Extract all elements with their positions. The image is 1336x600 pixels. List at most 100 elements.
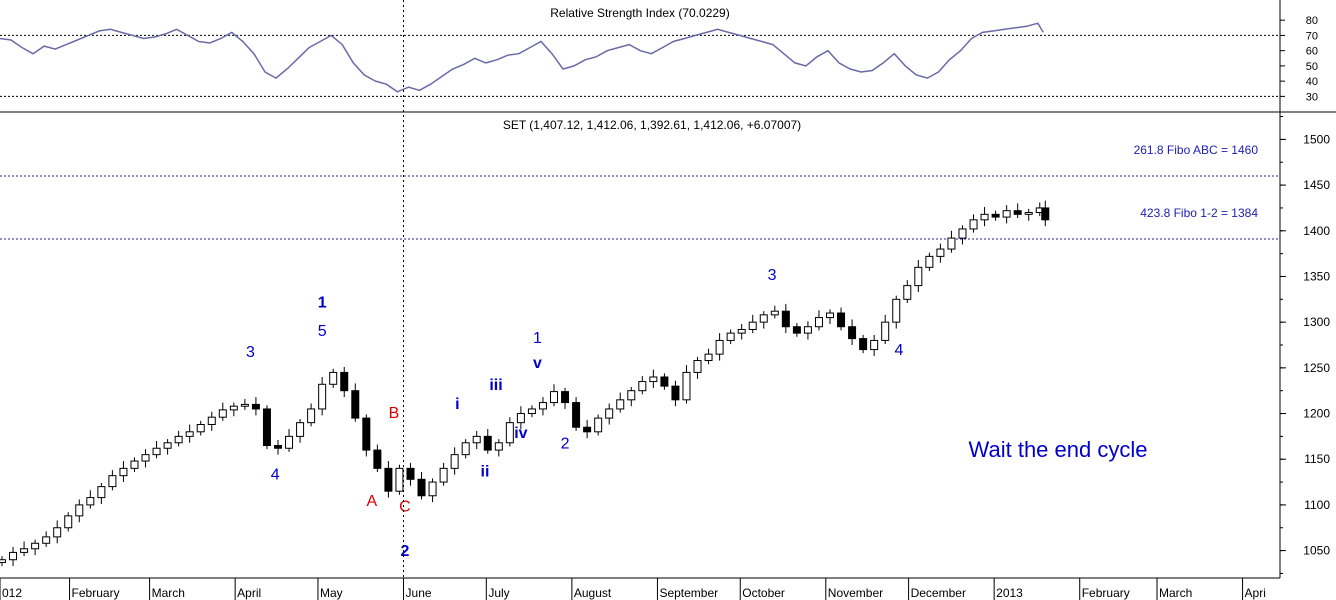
candle-body — [428, 481, 437, 497]
candle-body — [693, 360, 702, 373]
rsi-panel: Relative Strength Index (70.0229) 80 70 60… — [0, 6, 1318, 103]
candle — [572, 397, 581, 431]
candle — [351, 383, 360, 422]
candle — [594, 414, 603, 436]
rsi-axis-ticks: 80 70 60 50 40 30 — [1280, 15, 1318, 103]
candle-body — [53, 527, 62, 538]
candle — [605, 403, 614, 425]
candle-body — [439, 467, 448, 483]
candle — [384, 461, 393, 498]
candle — [936, 243, 945, 263]
candle — [726, 329, 735, 345]
candle-body — [538, 402, 547, 410]
candle — [395, 464, 404, 495]
candle — [892, 295, 901, 329]
candle-body — [870, 339, 879, 351]
candle — [240, 398, 249, 410]
candle-body — [362, 417, 371, 451]
candle — [682, 365, 691, 404]
candle-body — [649, 376, 658, 383]
candle-body — [737, 328, 746, 334]
wave-label: 2 — [561, 435, 570, 452]
candle-body — [318, 383, 327, 410]
candle-body — [119, 467, 128, 477]
price-tick-label: 1500 — [1303, 132, 1330, 146]
candle — [837, 307, 846, 331]
candle-body — [660, 376, 669, 387]
candle — [185, 424, 194, 443]
candle-body — [1002, 210, 1011, 218]
candle-body — [185, 431, 194, 437]
candle — [362, 414, 371, 457]
wave-label: A — [367, 493, 378, 510]
candle-body — [914, 266, 923, 287]
wave-label: iv — [514, 425, 527, 442]
candle — [550, 384, 558, 407]
candle — [1002, 205, 1011, 224]
wave-label: 3 — [246, 344, 255, 361]
rsi-reference-lines — [0, 34, 1280, 97]
price-tick-label: 1300 — [1303, 315, 1330, 329]
candle-body — [218, 409, 227, 418]
candle — [428, 478, 437, 503]
month-label: June — [406, 586, 432, 600]
candle — [792, 323, 801, 337]
candle — [461, 439, 470, 459]
candle — [638, 376, 647, 395]
candle — [693, 356, 702, 379]
candle — [947, 230, 956, 253]
candle-body — [759, 314, 768, 323]
rsi-tick-label: 70 — [1306, 30, 1318, 42]
rsi-tick-label: 80 — [1306, 15, 1318, 27]
candle — [1013, 203, 1022, 218]
candle — [417, 472, 426, 500]
candle-body — [472, 435, 481, 444]
month-label: September — [659, 586, 718, 600]
candle-body — [229, 405, 238, 411]
month-label: May — [320, 586, 343, 600]
candle — [86, 490, 95, 509]
candle-body — [75, 504, 84, 517]
candle — [505, 417, 514, 447]
price-tick-label: 1100 — [1304, 498, 1330, 512]
candle-body — [505, 422, 514, 444]
candle — [903, 280, 912, 303]
candle-body — [450, 454, 459, 469]
month-label: November — [828, 586, 883, 600]
price-title: SET (1,407.12, 1,412.06, 1,392.61, 1,412… — [503, 118, 801, 132]
month-label: 2013 — [996, 586, 1023, 600]
candle-body — [417, 478, 426, 497]
candle — [1041, 200, 1050, 227]
candle-body — [373, 449, 382, 469]
candle-body — [616, 399, 625, 410]
candle-body — [704, 353, 713, 362]
candle — [196, 420, 205, 436]
candle — [848, 319, 857, 345]
candle — [958, 225, 967, 245]
candle-body — [792, 326, 801, 334]
price-tick-label: 1350 — [1303, 269, 1330, 283]
candle — [881, 314, 890, 345]
candle-body — [1024, 212, 1033, 215]
price-tick-label: 1050 — [1303, 544, 1330, 558]
candle-body — [572, 402, 581, 428]
candle — [450, 447, 459, 475]
candle — [583, 419, 592, 439]
candle — [914, 260, 923, 293]
candle-body — [285, 435, 294, 449]
candle — [870, 334, 879, 356]
candle-body — [550, 391, 558, 404]
candle-body — [340, 371, 349, 392]
candle — [9, 546, 18, 567]
candle — [75, 499, 84, 523]
price-panel: SET (1,407.12, 1,412.06, 1,392.61, 1,412… — [0, 116, 1330, 574]
candle-body — [108, 475, 117, 488]
price-tick-label: 1450 — [1303, 178, 1330, 192]
candle — [174, 430, 183, 447]
candle-body — [859, 338, 868, 351]
candle-body — [97, 486, 106, 499]
candle — [152, 440, 161, 459]
candle-body — [1041, 207, 1050, 221]
fibo-label: 261.8 Fibo ABC = 1460 — [1134, 143, 1259, 157]
wave-label: B — [389, 405, 400, 422]
